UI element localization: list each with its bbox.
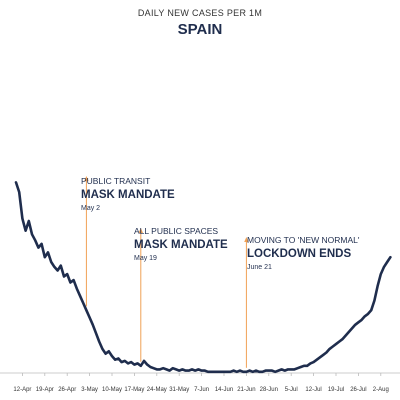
- x-tick-label: 12-Jul: [305, 387, 321, 393]
- annotation-all-public-spaces-headline: MASK MANDATE: [134, 238, 228, 251]
- annotation-lockdown-ends: MOVING TO 'NEW NORMAL' LOCKDOWN ENDS Jun…: [247, 235, 360, 272]
- x-tick-label: 14-Jun: [215, 387, 233, 393]
- cases-line: [14, 181, 392, 374]
- x-tick-label: 24-May: [147, 387, 167, 393]
- x-tick-label: 17-May: [124, 387, 144, 393]
- x-tick-label: 19-Jul: [328, 387, 344, 393]
- annotation-public-transit-label: PUBLIC TRANSIT: [81, 176, 151, 186]
- annotation-public-transit: PUBLIC TRANSIT MASK MANDATE May 2: [81, 176, 175, 213]
- x-tick-label: 12-Apr: [13, 387, 31, 393]
- x-tick-label: 5-Jul: [285, 387, 298, 393]
- annotation-lockdown-ends-label: MOVING TO 'NEW NORMAL': [247, 235, 360, 245]
- x-tick-label: 31-May: [169, 387, 189, 393]
- annotation-public-transit-date: May 2: [81, 204, 101, 212]
- chart-title: SPAIN: [177, 21, 223, 38]
- annotation-arrowhead: [244, 237, 249, 242]
- x-tick-label: 7-Jun: [194, 387, 209, 393]
- x-tick-label: 21-Jun: [237, 387, 255, 393]
- x-tick-label: 26-Jul: [350, 387, 366, 393]
- x-tick-label: 2-Aug: [373, 387, 389, 393]
- x-tick-label: 19-Apr: [36, 387, 54, 393]
- annotation-arrowhead: [138, 228, 143, 233]
- annotation-lockdown-ends-headline: LOCKDOWN ENDS: [247, 247, 352, 260]
- annotation-lockdown-ends-date: June 21: [247, 263, 272, 271]
- x-tick-label: 10-May: [102, 387, 122, 393]
- x-tick-label: 26-Apr: [58, 387, 76, 393]
- annotation-arrowhead: [84, 176, 89, 181]
- annotation-all-public-spaces: ALL PUBLIC SPACES MASK MANDATE May 19: [134, 226, 228, 263]
- x-tick-label: 28-Jun: [260, 387, 278, 393]
- annotation-all-public-spaces-date: May 19: [134, 254, 157, 262]
- annotation-public-transit-headline: MASK MANDATE: [81, 188, 175, 201]
- x-tick-label: 3-May: [81, 387, 98, 393]
- chart-subtitle: DAILY NEW CASES PER 1M: [137, 8, 263, 18]
- annotation-all-public-spaces-label: ALL PUBLIC SPACES: [134, 226, 219, 236]
